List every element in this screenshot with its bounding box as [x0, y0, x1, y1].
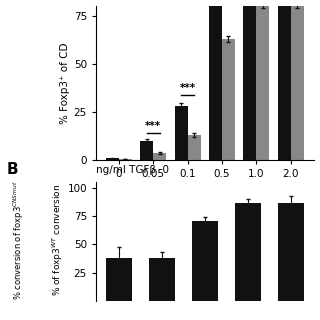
Bar [235, 203, 261, 301]
Bar [119, 159, 132, 160]
Bar [175, 106, 188, 160]
Bar [256, 6, 269, 160]
Bar [106, 158, 119, 160]
Bar [291, 6, 304, 160]
Bar [188, 135, 201, 160]
Bar [243, 3, 256, 160]
Text: % of foxp3$^{WT}$ conversion: % of foxp3$^{WT}$ conversion [50, 184, 65, 296]
Text: B: B [6, 162, 18, 177]
Bar [222, 39, 235, 160]
Bar [149, 258, 175, 301]
Text: ng/ml TGFβ  0: ng/ml TGFβ 0 [96, 165, 169, 175]
Bar [153, 153, 166, 160]
Bar [140, 141, 153, 160]
Bar [278, 3, 291, 160]
Bar [209, 3, 222, 160]
Bar [106, 258, 132, 301]
Y-axis label: % Foxp3⁺ of CD: % Foxp3⁺ of CD [60, 43, 69, 124]
Text: ***: *** [145, 121, 161, 131]
Bar [278, 203, 304, 301]
Text: ***: *** [180, 83, 196, 93]
Text: % conversion of foxp3$^{CNSmut}$: % conversion of foxp3$^{CNSmut}$ [12, 180, 27, 300]
Bar [192, 221, 218, 301]
